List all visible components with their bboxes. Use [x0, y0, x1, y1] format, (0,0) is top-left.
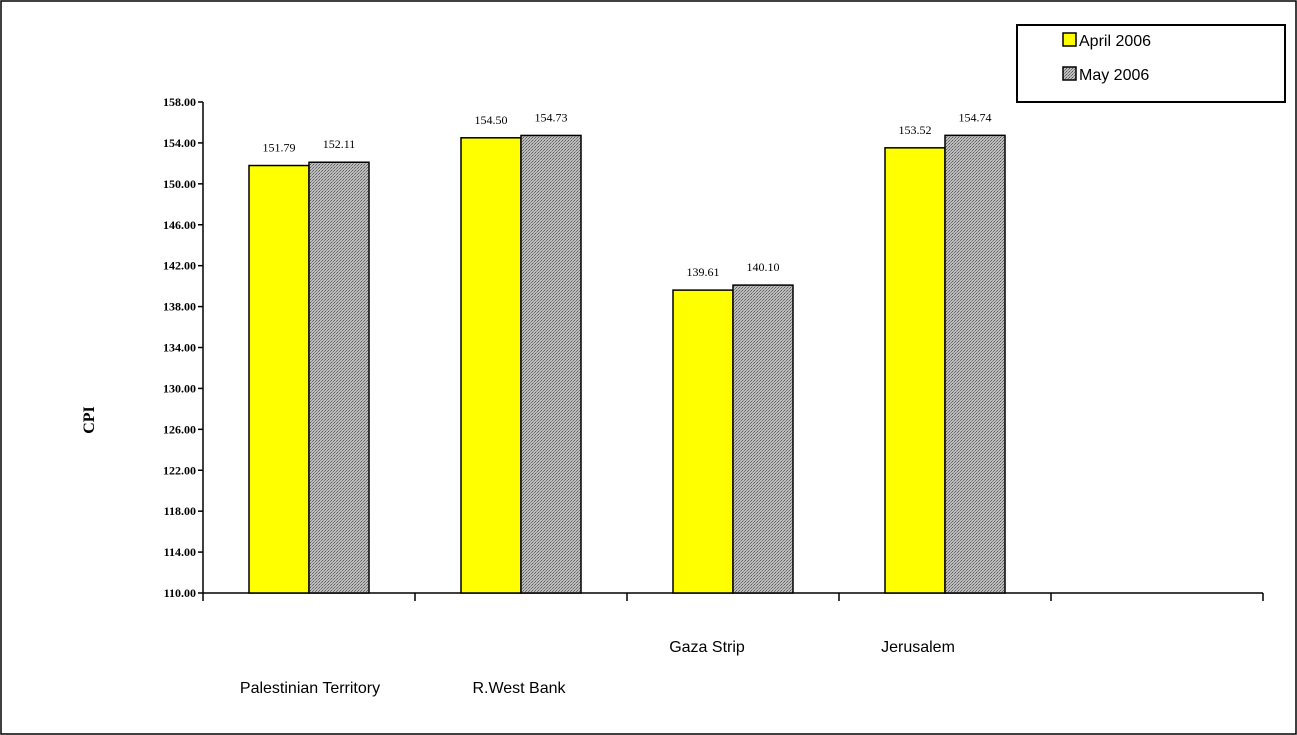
category-label: Jerusalem: [881, 639, 955, 656]
bar-april-0: [248, 164, 310, 594]
category-label: Gaza Strip: [669, 639, 745, 656]
legend-label-may: May 2006: [1079, 67, 1149, 84]
y-tick-label: 146.00: [163, 218, 196, 232]
data-label: 140.10: [747, 260, 780, 274]
bar-may-0: [308, 161, 370, 594]
bar-may-1: [520, 134, 582, 594]
legend-swatch-may: [1062, 66, 1077, 81]
category-labels-group: Palestinian Territory R.West Bank Gaza Str…: [240, 639, 955, 697]
y-tick-label: 138.00: [163, 300, 196, 314]
data-label: 154.73: [535, 110, 568, 124]
y-tick-label: 118.00: [164, 504, 196, 518]
bar-may-2: [732, 284, 794, 594]
y-axis: 110.00 114.00 118.00 122.00 126.00 130.00 134.…: [163, 95, 204, 600]
legend-box: [1016, 24, 1286, 103]
data-label: 154.50: [475, 113, 508, 127]
y-tick-label: 134.00: [163, 341, 196, 355]
data-label: 154.74: [959, 110, 992, 124]
data-label: 153.52: [899, 123, 932, 137]
y-tick-label: 114.00: [164, 545, 196, 559]
data-label: 139.61: [687, 265, 720, 279]
legend-label-april: April 2006: [1079, 33, 1151, 50]
data-label: 151.79: [263, 141, 296, 155]
bar-april-1: [460, 137, 522, 594]
category-label: Palestinian Territory: [240, 680, 380, 697]
y-tick-label: 150.00: [163, 177, 196, 191]
y-tick-label: 126.00: [163, 422, 196, 436]
data-labels-group: 151.79 152.11 154.50 154.73 139.61 140.10 153.…: [263, 110, 992, 279]
y-tick-label: 110.00: [164, 586, 196, 600]
category-label: R.West Bank: [472, 680, 566, 697]
legend-swatch-april: [1062, 32, 1077, 47]
y-tick-label: 130.00: [163, 381, 196, 395]
legend: April 2006 May 2006: [1016, 24, 1286, 103]
data-label: 152.11: [323, 137, 356, 151]
y-tick-label: 122.00: [163, 463, 196, 477]
y-tick-label: 158.00: [163, 95, 196, 109]
bar-may-3: [944, 134, 1006, 594]
y-axis-label: CPI: [81, 406, 98, 434]
y-tick-label: 142.00: [163, 259, 196, 273]
bar-april-3: [884, 147, 946, 594]
bar-april-2: [672, 289, 734, 594]
bars-group: [248, 134, 1006, 594]
y-tick-label: 154.00: [163, 136, 196, 150]
